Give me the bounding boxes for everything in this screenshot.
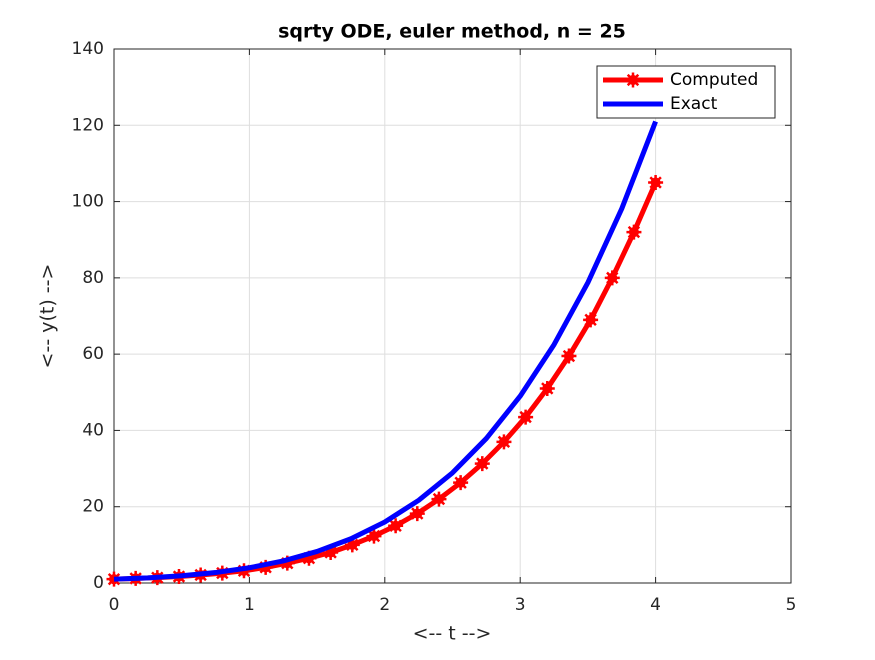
marker-star [539,380,555,396]
marker [474,456,490,472]
marker-star [518,409,534,425]
marker [539,380,555,396]
marker-star [323,544,339,560]
legend-box [596,65,776,119]
x-axis-label: <-- t --> [413,623,492,645]
marker [496,434,512,450]
marker-star [626,224,642,240]
legend-label: Exact [670,94,718,114]
marker-star [258,559,274,575]
marker-star [279,555,295,571]
marker-star [388,518,404,534]
marker [604,270,620,286]
x-tick-label: 4 [650,595,661,615]
plot-frame [113,48,792,584]
marker-star [366,528,382,544]
marker [388,518,404,534]
legend-label: Computed [670,70,758,90]
marker-star [301,550,317,566]
x-tick-label: 2 [379,595,390,615]
marker-star [496,434,512,450]
marker [431,491,447,507]
marker-star [648,175,664,190]
y-tick-label: 140 [72,39,104,59]
marker [409,506,425,522]
marker [561,348,577,364]
x-tick-label: 5 [786,595,797,615]
marker-star [474,456,490,472]
legend-marker [625,72,641,88]
marker-star [431,491,447,507]
y-tick-label: 60 [82,344,104,364]
x-tick-label: 0 [109,595,120,615]
marker-star [344,537,360,553]
x-tick-label: 3 [515,595,526,615]
marker [453,475,469,491]
marker [344,537,360,553]
marker [648,175,664,190]
y-axis-label: <-- y(t) --> [37,264,59,369]
y-tick-label: 20 [82,497,104,517]
y-tick-label: 100 [72,192,104,212]
marker-star [561,348,577,364]
line [113,120,658,582]
y-tick-label: 0 [93,573,104,593]
marker [626,224,642,240]
x-tick-label: 1 [244,595,255,615]
chart-title: sqrty ODE, euler method, n = 25 [278,21,626,43]
marker-star [604,270,620,286]
marker [583,312,599,328]
marker-star [583,312,599,328]
marker [518,409,534,425]
marker-star [409,506,425,522]
marker [366,528,382,544]
marker-star [453,475,469,491]
y-tick-label: 80 [82,268,104,288]
y-tick-label: 40 [82,420,104,440]
y-tick-label: 120 [72,115,104,135]
marker-star [106,571,122,587]
marker [323,544,339,560]
